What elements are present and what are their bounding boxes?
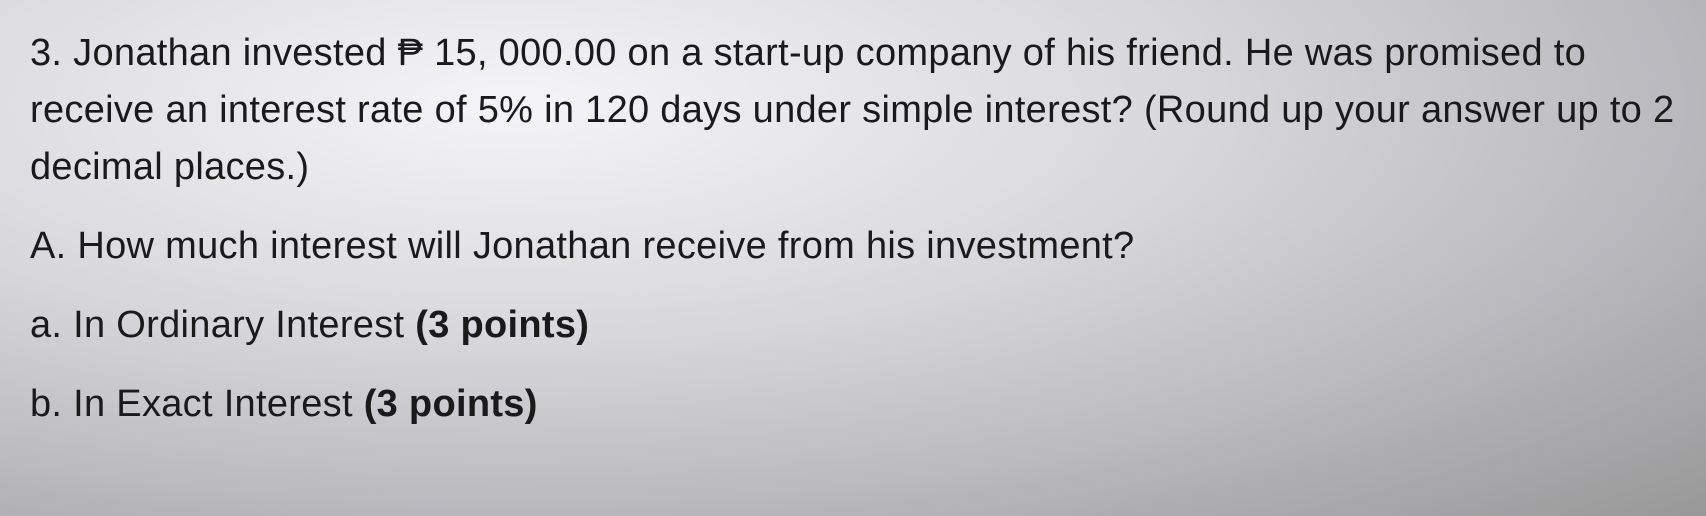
sub-question: A. How much interest will Jonathan recei… bbox=[30, 218, 1676, 275]
question-main-text: 3. Jonathan invested ₱ 15, 000.00 on a s… bbox=[30, 25, 1676, 196]
question-text-part1: Jonathan invested bbox=[73, 32, 397, 74]
sub-question-label: A. bbox=[30, 225, 67, 267]
option-a-label: a. bbox=[30, 304, 62, 346]
question-amount: 15, 000.00 bbox=[423, 32, 616, 74]
question-content: 3. Jonathan invested ₱ 15, 000.00 on a s… bbox=[30, 25, 1676, 433]
option-b-text: In Exact Interest bbox=[73, 383, 364, 425]
option-a-points: (3 points) bbox=[415, 304, 589, 346]
option-b: b. In Exact Interest (3 points) bbox=[30, 376, 1676, 433]
option-a-text: In Ordinary Interest bbox=[73, 304, 415, 346]
option-a: a. In Ordinary Interest (3 points) bbox=[30, 297, 1676, 354]
question-number: 3. bbox=[30, 32, 62, 74]
option-b-points: (3 points) bbox=[364, 383, 538, 425]
option-b-label: b. bbox=[30, 383, 62, 425]
sub-question-text: How much interest will Jonathan receive … bbox=[77, 225, 1134, 267]
peso-symbol: ₱ bbox=[398, 25, 424, 82]
